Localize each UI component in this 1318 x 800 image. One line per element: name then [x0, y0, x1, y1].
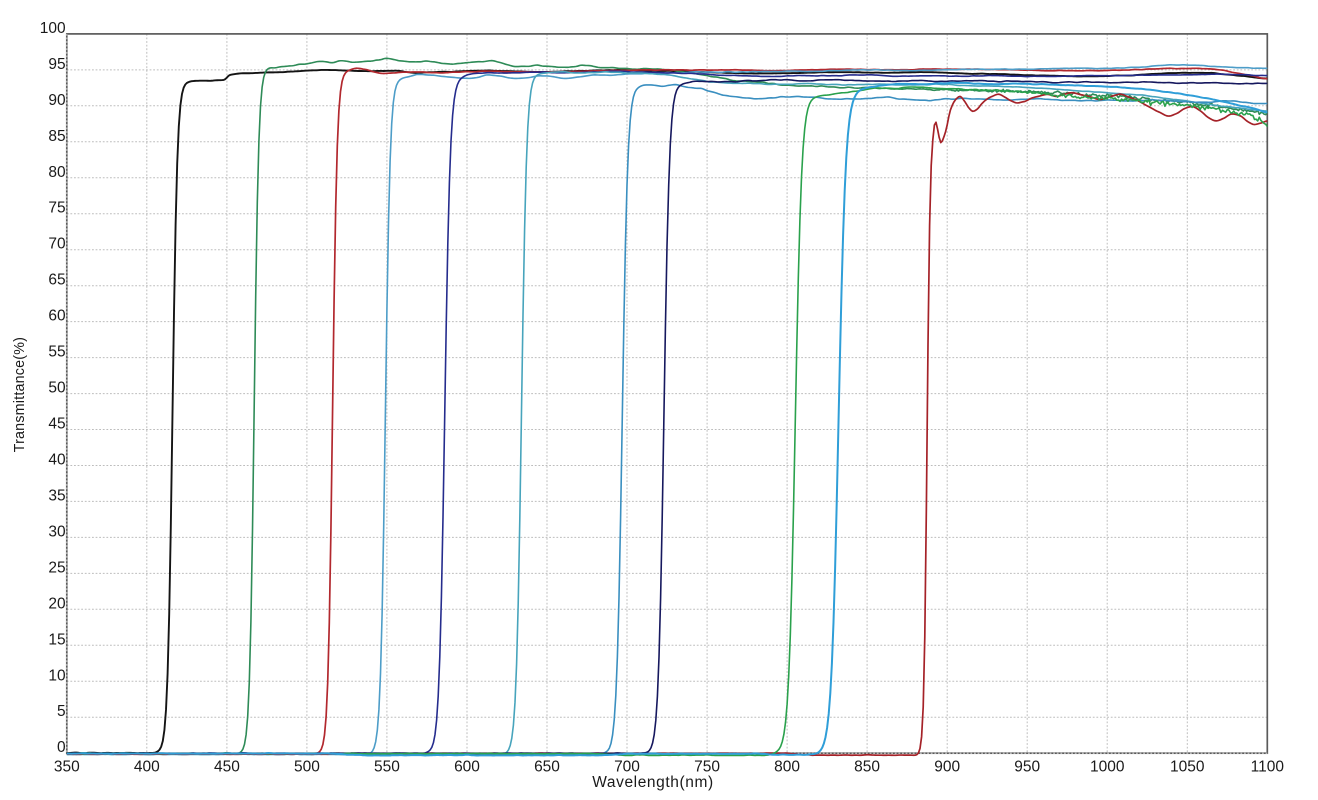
- svg-text:25: 25: [48, 559, 65, 576]
- svg-text:350: 350: [54, 759, 80, 776]
- svg-text:1000: 1000: [1090, 759, 1125, 776]
- svg-text:45: 45: [48, 416, 65, 433]
- svg-text:60: 60: [48, 308, 66, 325]
- svg-text:10: 10: [48, 667, 66, 684]
- svg-text:700: 700: [614, 759, 640, 776]
- svg-text:450: 450: [214, 759, 240, 776]
- svg-text:0: 0: [57, 739, 66, 756]
- svg-text:1100: 1100: [1251, 759, 1285, 776]
- svg-text:80: 80: [48, 164, 66, 181]
- svg-text:40: 40: [48, 452, 66, 469]
- svg-text:65: 65: [48, 272, 65, 289]
- svg-text:90: 90: [48, 92, 66, 109]
- svg-text:100: 100: [40, 20, 66, 37]
- svg-text:20: 20: [48, 595, 66, 612]
- svg-text:70: 70: [48, 236, 66, 253]
- svg-text:95: 95: [48, 56, 65, 73]
- svg-text:600: 600: [454, 759, 480, 776]
- svg-text:800: 800: [774, 759, 800, 776]
- svg-text:30: 30: [48, 523, 66, 540]
- svg-text:750: 750: [694, 759, 720, 776]
- svg-text:650: 650: [534, 759, 560, 776]
- svg-text:35: 35: [48, 487, 65, 504]
- svg-text:Wavelength(nm): Wavelength(nm): [592, 774, 714, 791]
- svg-text:75: 75: [48, 200, 65, 217]
- svg-text:85: 85: [48, 128, 65, 145]
- svg-text:400: 400: [134, 759, 160, 776]
- svg-text:Transmittance(%): Transmittance(%): [12, 337, 28, 452]
- svg-text:50: 50: [48, 380, 66, 397]
- svg-text:55: 55: [48, 344, 65, 361]
- svg-text:500: 500: [294, 759, 320, 776]
- svg-text:900: 900: [934, 759, 960, 776]
- svg-text:550: 550: [374, 759, 400, 776]
- svg-text:5: 5: [57, 703, 66, 720]
- svg-text:950: 950: [1014, 759, 1040, 776]
- svg-text:850: 850: [854, 759, 880, 776]
- svg-text:1050: 1050: [1170, 759, 1205, 776]
- svg-text:15: 15: [48, 631, 65, 648]
